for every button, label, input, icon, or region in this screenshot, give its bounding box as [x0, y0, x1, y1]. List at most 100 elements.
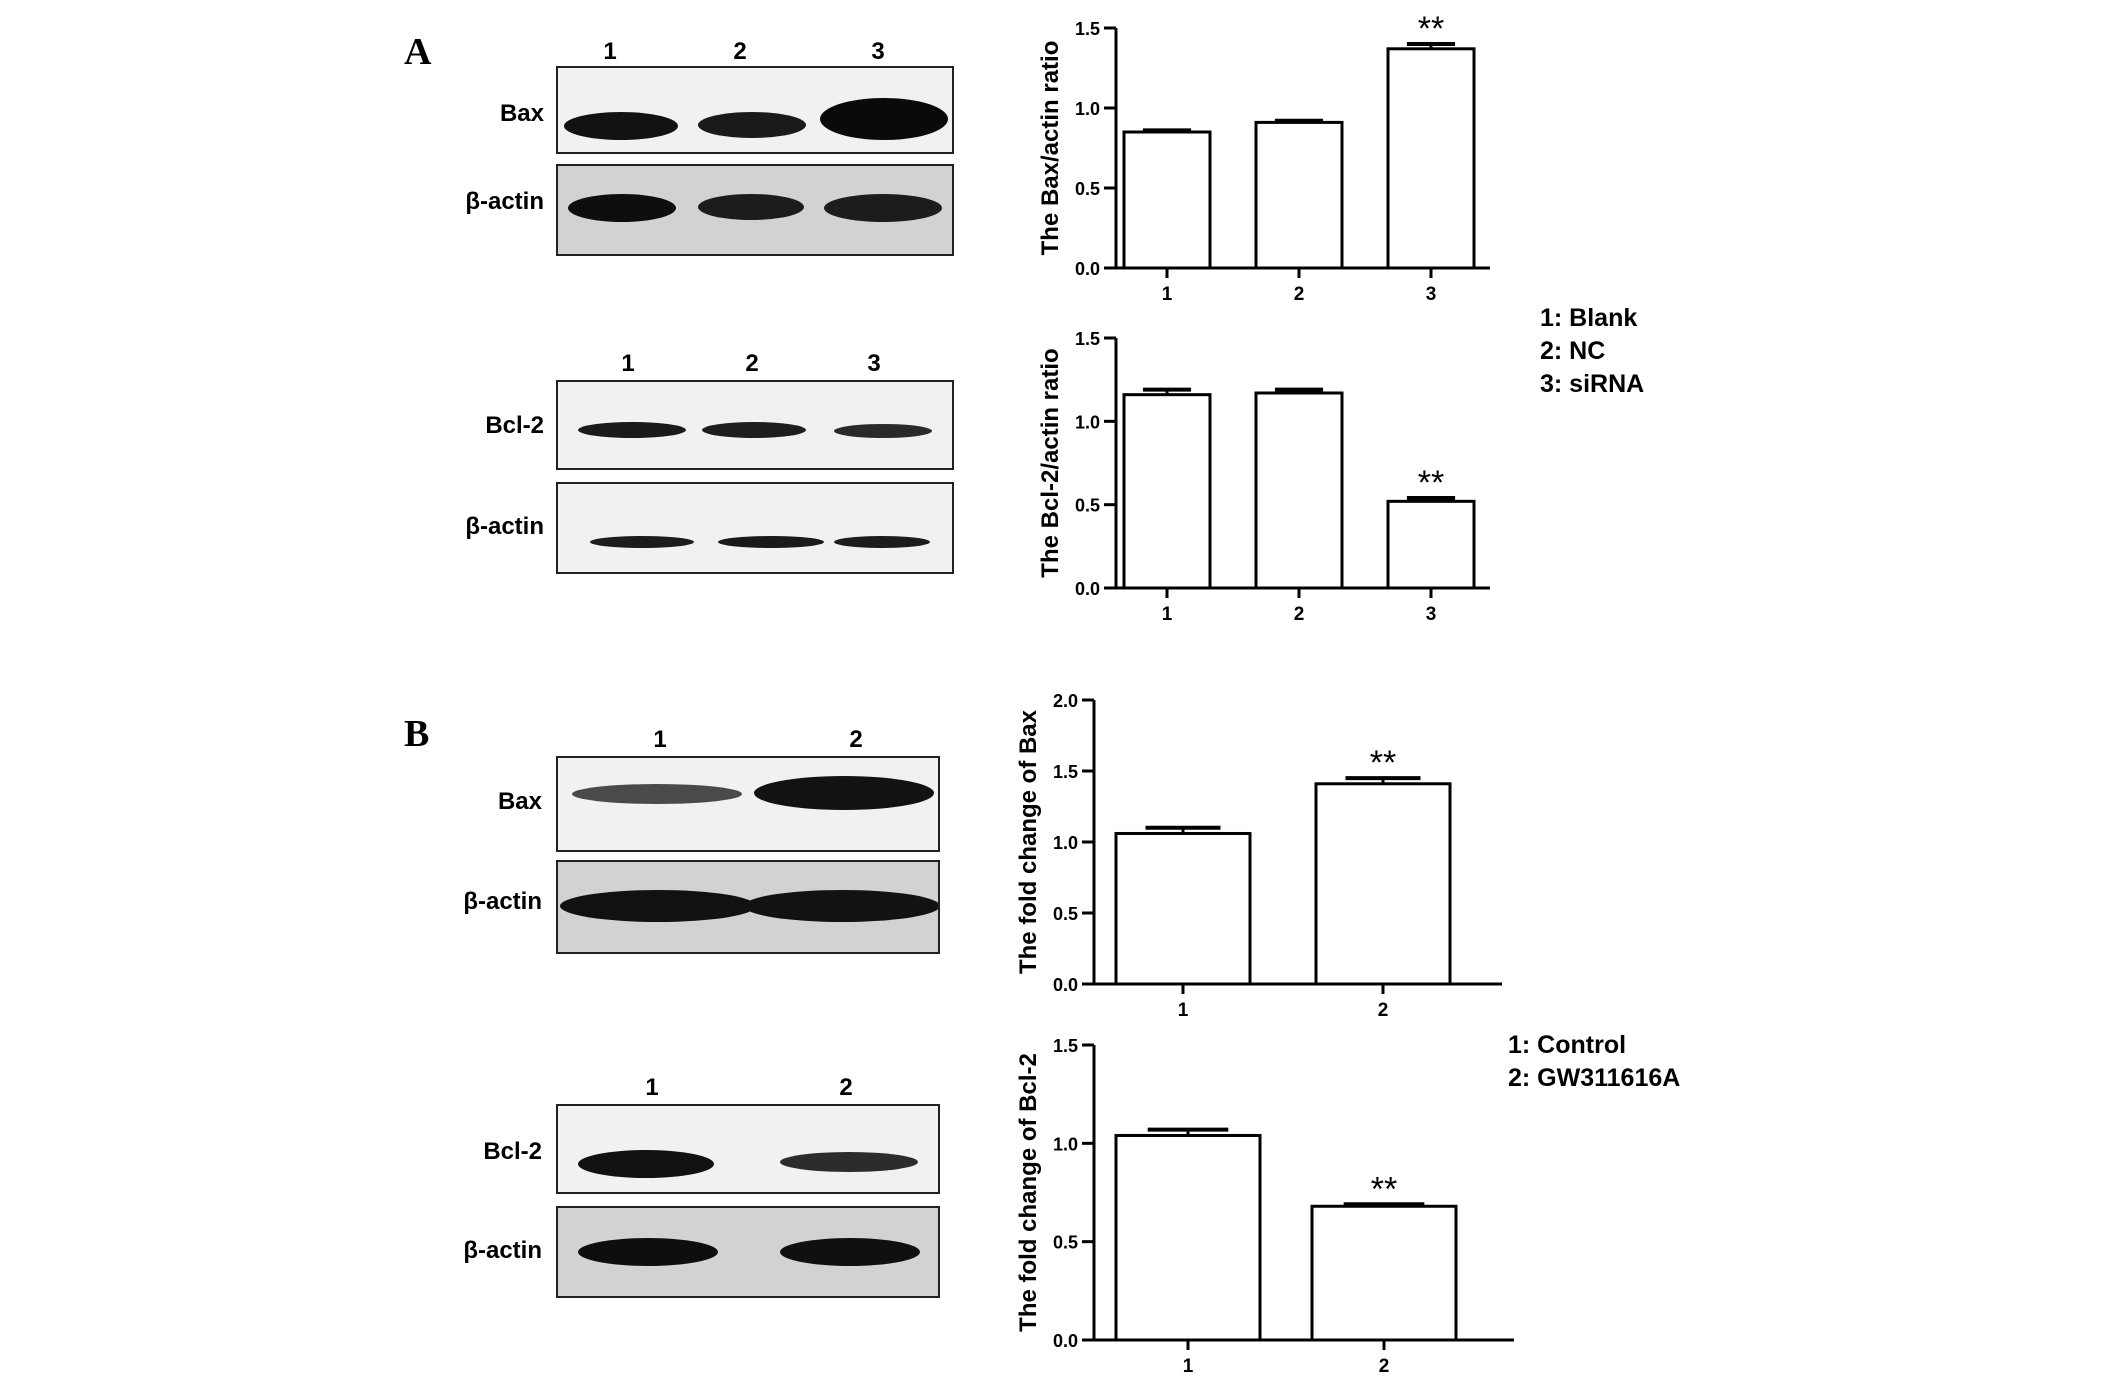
blot-row-actin [556, 482, 954, 574]
bar [1114, 831, 1252, 986]
band [578, 1150, 714, 1178]
significance-marker: ** [1371, 1170, 1397, 1208]
blot-row-bcl2 [556, 380, 954, 470]
y-tick-label: 1.0 [1075, 412, 1100, 432]
y-axis-label: The Bax/actin ratio [1037, 41, 1064, 256]
band [744, 890, 938, 922]
legend-item: 2: NC [1540, 337, 1606, 365]
bar [1314, 782, 1452, 986]
y-tick-label: 0.0 [1075, 579, 1100, 599]
y-tick-label: 0.5 [1075, 179, 1100, 199]
lane-label: 1 [645, 1074, 659, 1101]
x-tick-label: 2 [1294, 604, 1305, 625]
protein-label-actin: β-actin [465, 188, 544, 215]
y-tick-label: 1.0 [1053, 833, 1078, 853]
band [568, 194, 676, 222]
protein-label-actin: β-actin [463, 888, 542, 915]
blot-row-actin [556, 860, 940, 954]
band [578, 422, 686, 438]
y-tick-label: 0.5 [1053, 904, 1078, 924]
lane-label: 1 [603, 38, 617, 65]
bar [1386, 47, 1476, 270]
blot-row-bax [556, 66, 954, 154]
blot-row-bax [556, 756, 940, 852]
bar [1254, 391, 1344, 590]
band [578, 1238, 718, 1266]
y-tick-label: 0.0 [1075, 259, 1100, 279]
y-axis-label: The fold change of Bcl-2 [1015, 1053, 1042, 1332]
x-tick-label: 1 [1183, 1356, 1194, 1377]
lane-label: 2 [849, 726, 863, 753]
band [834, 424, 932, 438]
band [780, 1152, 918, 1172]
protein-label-actin: β-actin [463, 1237, 542, 1264]
band [824, 194, 942, 222]
legend-item: 1: Control [1508, 1031, 1627, 1059]
lane-label: 2 [733, 38, 747, 65]
x-tick-label: 3 [1426, 284, 1437, 305]
bar [1122, 130, 1212, 270]
lane-label: 2 [745, 350, 759, 377]
bar [1310, 1204, 1458, 1342]
x-tick-label: 1 [1162, 604, 1173, 625]
bar-chart-fold-change-bcl2: 0.0 0.5 1.0 1.5 The fold change of Bcl-2 1 2 ** [1015, 1036, 1514, 1377]
y-tick-label: 2.0 [1053, 691, 1078, 711]
y-axis-label: The Bcl-2/actin ratio [1037, 348, 1064, 577]
y-tick-label: 1.5 [1053, 1036, 1078, 1056]
lane-label: 3 [871, 38, 885, 65]
bar-chart-bax-actin-ratio: 0.0 0.5 1.0 1.5 The Bax/actin ratio 1 2 3 ** [1037, 10, 1490, 305]
band [572, 784, 742, 804]
lane-label: 1 [621, 350, 635, 377]
blot-row-actin [556, 164, 954, 256]
lane-label: 2 [839, 1074, 853, 1101]
x-tick-label: 2 [1294, 284, 1305, 305]
y-axis-label: The fold change of Bax [1015, 709, 1042, 974]
y-tick-label: 1.0 [1075, 99, 1100, 119]
bar [1122, 393, 1212, 590]
band [698, 112, 806, 138]
y-tick-label: 1.5 [1053, 762, 1078, 782]
blot-row-actin [556, 1206, 940, 1298]
lane-label: 3 [867, 350, 881, 377]
band [590, 536, 694, 548]
x-tick-label: 2 [1379, 1356, 1390, 1377]
bar-chart-fold-change-bax: 0.0 0.5 1.0 1.5 2.0 The fold change of Bax 1 2 *… [1015, 691, 1502, 1021]
panel-letter-b: B [404, 713, 430, 755]
bar [1114, 1133, 1262, 1342]
significance-marker: ** [1418, 464, 1444, 502]
band [718, 536, 824, 548]
x-tick-label: 1 [1178, 1000, 1189, 1021]
y-tick-label: 0.0 [1053, 1331, 1078, 1351]
y-tick-label: 1.5 [1075, 329, 1100, 349]
x-tick-label: 2 [1378, 1000, 1389, 1021]
legend-item: 3: siRNA [1540, 370, 1645, 398]
band [702, 422, 806, 438]
y-tick-label: 0.5 [1053, 1233, 1078, 1253]
bar [1254, 120, 1344, 270]
band [780, 1238, 920, 1266]
protein-label-bax: Bax [497, 788, 542, 815]
protein-label-bcl2: Bcl-2 [485, 412, 544, 439]
protein-label-bcl2: Bcl-2 [483, 1138, 542, 1165]
legend-b: 1: Control 2: GW311616A [1508, 1029, 1680, 1095]
legend-a: 1: Blank 2: NC 3: siRNA [1540, 302, 1644, 401]
y-tick-label: 0.0 [1053, 975, 1078, 995]
band [698, 194, 804, 220]
protein-label-bax: Bax [499, 100, 544, 127]
legend-item: 1: Blank [1540, 304, 1638, 332]
x-tick-label: 1 [1162, 284, 1173, 305]
lane-label: 1 [653, 726, 667, 753]
panel-letter-a: A [404, 31, 432, 73]
y-tick-label: 1.0 [1053, 1134, 1078, 1154]
legend-item: 2: GW311616A [1508, 1064, 1681, 1092]
blot-row-bcl2 [556, 1104, 940, 1194]
y-tick-label: 1.5 [1075, 19, 1100, 39]
protein-label-actin: β-actin [465, 513, 544, 540]
y-tick-label: 0.5 [1075, 496, 1100, 516]
significance-marker: ** [1418, 10, 1444, 48]
band [820, 98, 948, 140]
significance-marker: ** [1370, 744, 1396, 782]
bar [1386, 499, 1476, 590]
band [754, 776, 934, 810]
band [560, 890, 756, 922]
